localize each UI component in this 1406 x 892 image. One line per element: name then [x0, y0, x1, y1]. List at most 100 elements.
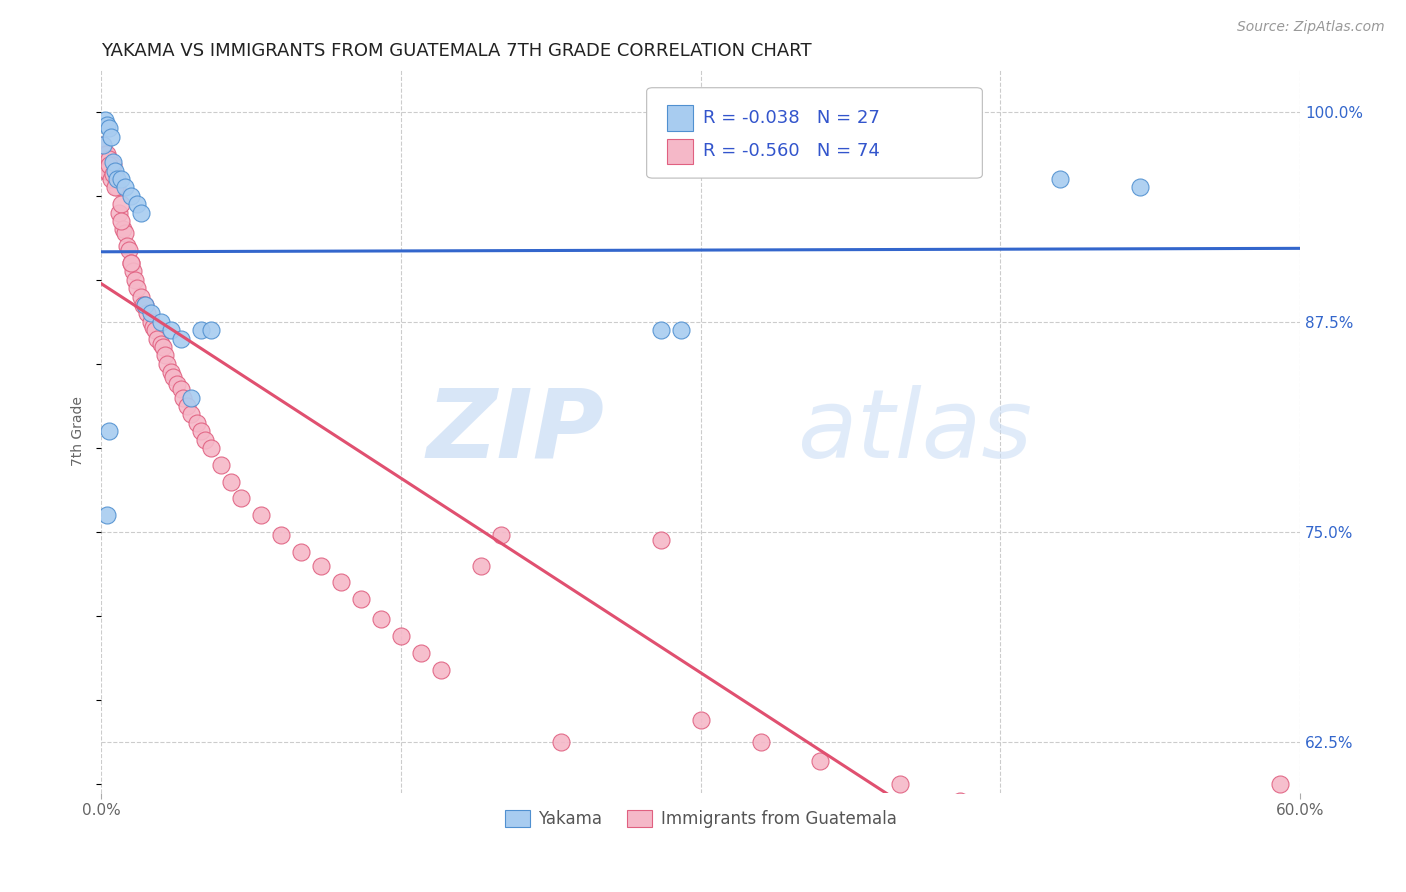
- Point: [190, 323, 212, 337]
- Point: [389, 629, 412, 643]
- Point: [810, 754, 832, 768]
- Point: [120, 256, 142, 270]
- Point: [91, 138, 114, 153]
- Point: [94, 163, 117, 178]
- Point: [749, 735, 772, 749]
- Text: Source: ZipAtlas.com: Source: ZipAtlas.com: [1237, 20, 1385, 34]
- Point: [186, 416, 208, 430]
- Point: [110, 172, 132, 186]
- Point: [94, 146, 117, 161]
- Point: [250, 508, 273, 523]
- Point: [146, 332, 169, 346]
- Point: [104, 172, 127, 186]
- Point: [290, 545, 312, 559]
- Point: [103, 167, 125, 181]
- Point: [124, 273, 146, 287]
- Point: [470, 558, 492, 573]
- Point: [180, 408, 202, 422]
- Point: [114, 180, 136, 194]
- Point: [1029, 811, 1052, 825]
- Point: [127, 281, 149, 295]
- Point: [689, 714, 711, 728]
- Text: atlas: atlas: [797, 384, 1032, 477]
- Point: [430, 663, 453, 677]
- Point: [114, 226, 136, 240]
- Point: [105, 180, 128, 194]
- Point: [489, 528, 512, 542]
- Point: [150, 315, 173, 329]
- Point: [118, 243, 141, 257]
- Point: [91, 138, 114, 153]
- Point: [152, 340, 174, 354]
- Point: [108, 205, 131, 219]
- Point: [127, 197, 149, 211]
- Point: [949, 794, 972, 808]
- Point: [160, 323, 183, 337]
- Point: [98, 159, 121, 173]
- Point: [120, 188, 142, 202]
- Point: [170, 382, 193, 396]
- Point: [162, 370, 184, 384]
- Point: [122, 264, 145, 278]
- Point: [166, 377, 188, 392]
- Point: [350, 592, 373, 607]
- Point: [143, 323, 166, 337]
- Point: [650, 533, 672, 548]
- Point: [160, 365, 183, 379]
- Point: [200, 441, 222, 455]
- Point: [96, 118, 118, 132]
- Point: [100, 129, 122, 144]
- Point: [550, 735, 572, 749]
- Point: [229, 491, 252, 506]
- Point: [156, 357, 179, 371]
- Point: [1109, 828, 1132, 842]
- Point: [103, 159, 125, 173]
- Point: [134, 298, 156, 312]
- Point: [129, 290, 152, 304]
- Point: [104, 163, 127, 178]
- Point: [1049, 172, 1071, 186]
- Point: [104, 180, 127, 194]
- Point: [1268, 777, 1291, 791]
- Point: [194, 433, 217, 447]
- FancyBboxPatch shape: [666, 105, 693, 130]
- Point: [150, 336, 173, 351]
- Point: [141, 315, 163, 329]
- Point: [110, 197, 132, 211]
- Point: [98, 121, 121, 136]
- Point: [96, 163, 118, 178]
- FancyBboxPatch shape: [647, 87, 983, 178]
- Point: [110, 214, 132, 228]
- Point: [190, 424, 212, 438]
- Text: YAKAMA VS IMMIGRANTS FROM GUATEMALA 7TH GRADE CORRELATION CHART: YAKAMA VS IMMIGRANTS FROM GUATEMALA 7TH …: [101, 42, 811, 60]
- Point: [136, 306, 159, 320]
- Point: [98, 424, 121, 438]
- Point: [270, 528, 292, 542]
- Point: [330, 575, 353, 590]
- Text: R = -0.038   N = 27: R = -0.038 N = 27: [703, 109, 880, 127]
- Point: [200, 323, 222, 337]
- Point: [142, 319, 165, 334]
- Point: [105, 172, 128, 186]
- Point: [1129, 180, 1152, 194]
- Point: [115, 239, 138, 253]
- Point: [134, 298, 156, 312]
- Point: [170, 332, 193, 346]
- Point: [120, 256, 142, 270]
- Point: [96, 508, 118, 523]
- Point: [669, 323, 692, 337]
- Legend: Yakama, Immigrants from Guatemala: Yakama, Immigrants from Guatemala: [498, 804, 903, 835]
- Point: [100, 163, 122, 178]
- Point: [129, 205, 152, 219]
- Point: [132, 298, 155, 312]
- Point: [370, 612, 392, 626]
- Point: [209, 458, 232, 472]
- Y-axis label: 7th Grade: 7th Grade: [72, 396, 86, 467]
- Point: [98, 152, 121, 166]
- Point: [650, 323, 672, 337]
- Point: [176, 399, 198, 413]
- Point: [219, 475, 242, 489]
- Point: [103, 155, 125, 169]
- Point: [153, 349, 176, 363]
- Point: [96, 146, 118, 161]
